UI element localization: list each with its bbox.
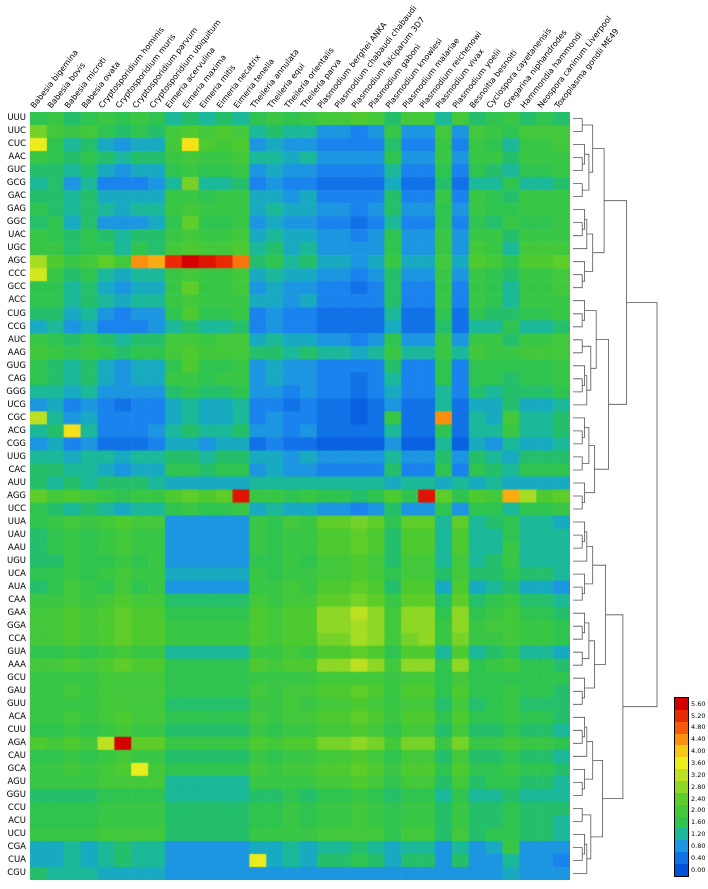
legend-swatch	[675, 828, 688, 841]
row-label-guu: GUU	[6, 699, 26, 710]
row-label-gca: GCA	[7, 764, 26, 775]
row-label-ugc: UGC	[7, 243, 26, 254]
row-label-gcg: GCG	[6, 178, 26, 189]
legend-tick-label: 2.40	[691, 794, 706, 803]
row-label-ccg: CCG	[7, 321, 26, 332]
legend-swatch	[675, 769, 688, 782]
row-label-gga: GGA	[7, 620, 26, 631]
row-label-cuc: CUC	[7, 139, 26, 150]
legend-tick-label: 4.80	[691, 723, 706, 732]
row-label-gaa: GAA	[7, 607, 26, 618]
row-label-acu: ACU	[8, 816, 26, 827]
row-label-aua: AUA	[8, 581, 26, 592]
row-label-gug: GUG	[6, 360, 26, 371]
legend-tick-label: 1.20	[691, 830, 706, 839]
row-label-ggu: GGU	[6, 790, 26, 801]
row-label-guc: GUC	[7, 165, 26, 176]
row-label-cgc: CGC	[7, 412, 26, 423]
legend-swatch	[675, 852, 688, 865]
row-label-agg: AGG	[7, 490, 26, 501]
row-label-auu: AUU	[7, 477, 26, 488]
row-label-gua: GUA	[7, 646, 26, 657]
legend-tick-label: 3.20	[691, 770, 706, 779]
row-label-cag: CAG	[7, 373, 26, 384]
row-label-gag: GAG	[7, 204, 26, 215]
row-label-gcu: GCU	[7, 672, 26, 683]
row-label-uca: UCA	[8, 568, 26, 579]
row-label-acg: ACG	[7, 425, 26, 436]
legend-swatch	[675, 816, 688, 829]
row-label-cua: CUA	[8, 855, 26, 866]
legend-swatch	[675, 733, 688, 746]
row-label-ccu: CCU	[7, 803, 26, 814]
row-label-uua: UUA	[7, 516, 26, 527]
row-label-aga: AGA	[7, 738, 26, 749]
row-label-gac: GAC	[7, 191, 26, 202]
row-label-auc: AUC	[8, 334, 26, 345]
row-label-cau: CAU	[8, 751, 26, 762]
legend-swatch	[675, 804, 688, 817]
legend-tick-label: 0.80	[691, 842, 706, 851]
row-label-aca: ACA	[8, 712, 26, 723]
row-label-agu: AGU	[7, 777, 26, 788]
legend-swatch	[675, 698, 688, 710]
row-label-cca: CCA	[8, 633, 26, 644]
row-label-ucu: UCU	[7, 829, 26, 840]
row-label-cac: CAC	[8, 464, 26, 475]
row-label-aaa: AAA	[8, 659, 26, 670]
color-scale-bar	[674, 697, 689, 877]
legend-swatch	[675, 864, 688, 876]
legend-tick-label: 0.40	[691, 853, 706, 862]
row-label-aag: AAG	[7, 347, 26, 358]
row-label-cug: CUG	[7, 308, 26, 319]
legend-swatch	[675, 709, 688, 722]
legend-swatch	[675, 757, 688, 770]
legend-swatch	[675, 745, 688, 758]
row-label-cuu: CUU	[7, 725, 26, 736]
species-column-labels: Babesia bigemina Babesia bovis Babesia mic…	[0, 0, 708, 111]
legend-tick-label: 3.60	[691, 759, 706, 768]
legend-tick-label: 5.20	[691, 711, 706, 720]
legend-swatch	[675, 721, 688, 734]
legend-tick-label: 4.40	[691, 735, 706, 744]
color-scale-legend: 5.60 5.20 4.80 4.40 4.00 3.60 3.20 2.80 2.40 2.00…	[674, 697, 708, 879]
row-label-ggg: GGG	[6, 386, 26, 397]
codon-row-labels: UUU UUC CUC AAC GUC GCG GAC GAG GGC UAC UGC AGC CCC G…	[0, 112, 28, 880]
row-label-ucg: UCG	[7, 399, 26, 410]
row-dendrogram	[573, 118, 658, 874]
row-label-uuu: UUU	[7, 113, 26, 124]
row-label-uug: UUG	[6, 451, 26, 462]
row-label-agc: AGC	[7, 256, 26, 267]
row-label-cgg: CGG	[6, 438, 26, 449]
row-label-caa: CAA	[8, 594, 26, 605]
legend-swatch	[675, 781, 688, 793]
legend-tick-label: 4.00	[691, 747, 706, 756]
row-label-uuc: UUC	[7, 126, 26, 137]
row-label-ggc: GGC	[6, 217, 26, 228]
row-label-gcc: GCC	[7, 282, 26, 293]
row-label-ucc: UCC	[7, 503, 26, 514]
legend-tick-label: 2.00	[691, 806, 706, 815]
row-label-aac: AAC	[8, 152, 26, 163]
row-label-gau: GAU	[7, 686, 26, 696]
row-label-ccc: CCC	[8, 269, 26, 280]
row-label-acc: ACC	[8, 295, 26, 306]
legend-swatch	[675, 792, 688, 805]
legend-tick-label: 0.00	[691, 865, 706, 874]
row-label-uac: UAC	[8, 230, 26, 241]
legend-swatch	[675, 840, 688, 853]
legend-tick-label: 1.60	[691, 818, 706, 827]
row-label-aau: AAU	[7, 542, 26, 553]
row-label-uau: UAU	[7, 529, 26, 540]
legend-tick-label: 5.60	[691, 699, 706, 708]
heatmap-grid	[30, 112, 570, 880]
row-label-cgu: CGU	[7, 868, 26, 879]
legend-tick-label: 2.80	[691, 782, 706, 791]
row-label-ugu: UGU	[6, 555, 26, 566]
row-label-cga: CGA	[7, 842, 26, 853]
